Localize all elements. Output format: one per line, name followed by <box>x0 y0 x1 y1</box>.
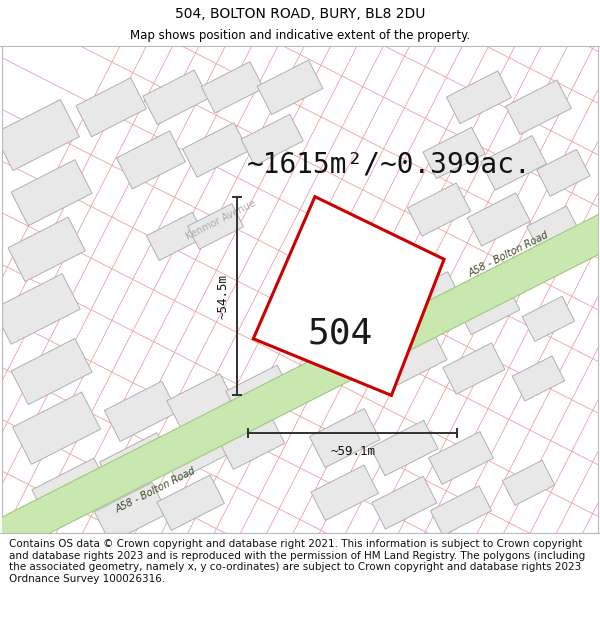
Polygon shape <box>188 204 244 249</box>
Polygon shape <box>458 283 520 334</box>
Polygon shape <box>8 217 85 281</box>
Polygon shape <box>13 392 101 464</box>
Text: 504, BOLTON ROAD, BURY, BL8 2DU: 504, BOLTON ROAD, BURY, BL8 2DU <box>175 7 425 21</box>
Polygon shape <box>253 197 444 396</box>
Polygon shape <box>11 339 92 404</box>
Polygon shape <box>32 458 111 523</box>
Polygon shape <box>257 60 323 114</box>
Polygon shape <box>220 417 285 469</box>
Polygon shape <box>481 136 547 190</box>
Text: ~54.5m: ~54.5m <box>217 274 230 319</box>
Polygon shape <box>76 78 146 137</box>
Polygon shape <box>423 127 485 179</box>
Polygon shape <box>0 274 80 344</box>
Polygon shape <box>100 432 173 493</box>
Polygon shape <box>226 365 291 418</box>
Polygon shape <box>512 356 565 401</box>
Polygon shape <box>430 486 491 536</box>
Polygon shape <box>146 213 205 261</box>
Text: 504: 504 <box>307 317 373 351</box>
Polygon shape <box>311 465 379 521</box>
Polygon shape <box>372 476 437 529</box>
Polygon shape <box>428 432 493 484</box>
Text: Map shows position and indicative extent of the property.: Map shows position and indicative extent… <box>130 29 470 42</box>
Polygon shape <box>506 80 571 134</box>
Polygon shape <box>467 193 530 246</box>
Polygon shape <box>104 381 178 441</box>
Polygon shape <box>371 421 438 476</box>
Polygon shape <box>522 296 575 341</box>
Text: Kenmor Avenue: Kenmor Avenue <box>184 198 257 241</box>
Polygon shape <box>536 149 590 196</box>
Polygon shape <box>157 475 224 531</box>
Polygon shape <box>11 159 92 226</box>
Polygon shape <box>94 482 168 542</box>
Polygon shape <box>310 409 380 468</box>
Polygon shape <box>407 183 470 236</box>
Polygon shape <box>143 70 209 124</box>
Polygon shape <box>202 62 263 113</box>
Text: A58 - Bolton Road: A58 - Bolton Road <box>114 466 197 515</box>
Polygon shape <box>167 374 235 429</box>
Polygon shape <box>446 71 511 124</box>
Polygon shape <box>0 199 600 568</box>
Polygon shape <box>527 206 580 253</box>
Polygon shape <box>0 99 79 171</box>
Text: ~1615m²/~0.399ac.: ~1615m²/~0.399ac. <box>247 151 532 179</box>
Polygon shape <box>443 343 505 394</box>
Polygon shape <box>382 331 447 386</box>
Text: Contains OS data © Crown copyright and database right 2021. This information is : Contains OS data © Crown copyright and d… <box>9 539 585 584</box>
Polygon shape <box>502 460 555 506</box>
Polygon shape <box>116 131 185 189</box>
Polygon shape <box>241 114 303 166</box>
Polygon shape <box>182 122 248 177</box>
Text: A58 - Bolton Road: A58 - Bolton Road <box>467 230 550 279</box>
Polygon shape <box>396 272 462 326</box>
Polygon shape <box>162 425 229 481</box>
Text: ~59.1m: ~59.1m <box>330 444 375 458</box>
